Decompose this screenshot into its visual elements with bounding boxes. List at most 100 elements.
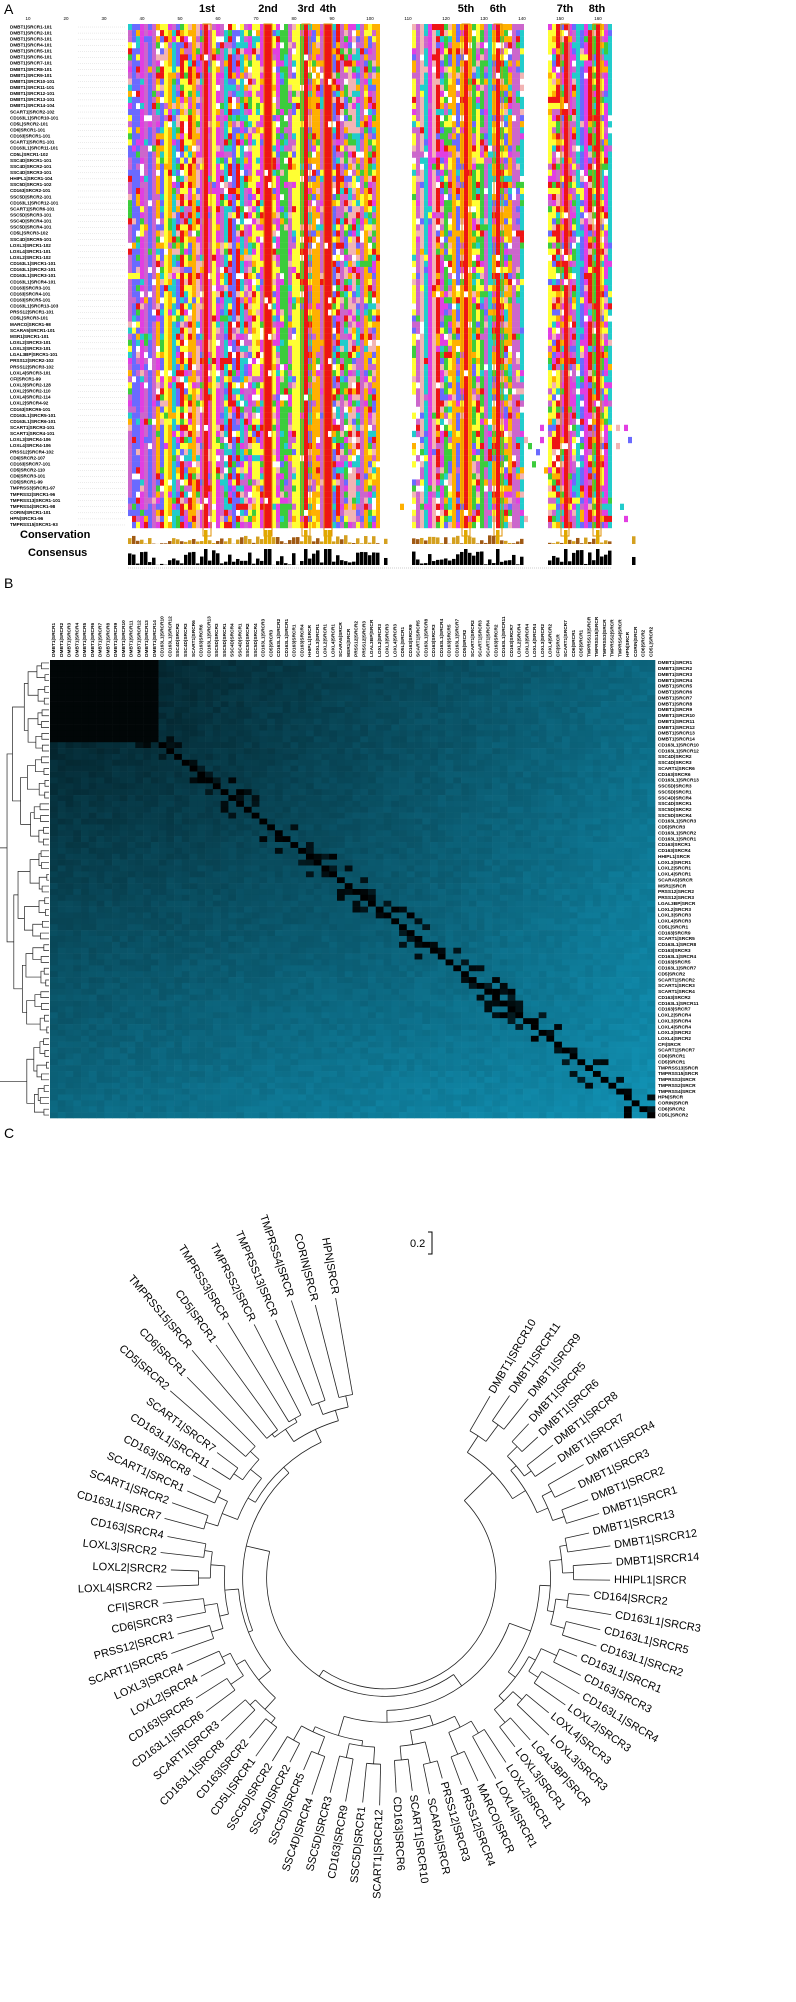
residue [580, 212, 584, 219]
residue [412, 163, 416, 170]
residue [476, 72, 480, 79]
residue [344, 60, 348, 67]
residue [144, 24, 148, 31]
residue [260, 157, 264, 164]
residue [376, 133, 380, 140]
residue [564, 115, 568, 122]
residue [324, 303, 328, 310]
residue [412, 187, 416, 195]
residue [348, 248, 352, 255]
residue [416, 60, 420, 67]
residue [440, 266, 444, 274]
residue [568, 181, 572, 189]
residue [476, 121, 480, 128]
residue [276, 115, 280, 122]
residue [204, 279, 208, 286]
residue [208, 145, 212, 152]
residue [220, 145, 224, 152]
sequence-name: SSC5D|SRCR1-102 [10, 182, 52, 187]
residue [604, 254, 608, 262]
residue [424, 54, 428, 61]
residue [484, 181, 488, 189]
residue [604, 194, 608, 201]
residue [360, 115, 364, 122]
residue [376, 66, 380, 73]
residue [168, 291, 172, 298]
residue [472, 139, 476, 146]
residue [144, 127, 148, 134]
residue [204, 266, 208, 274]
residue [572, 266, 576, 274]
residue [140, 279, 144, 286]
residue [176, 72, 180, 79]
residue [144, 187, 148, 195]
residue [232, 194, 236, 201]
residue [584, 102, 588, 110]
residue [428, 139, 432, 146]
residue [424, 72, 428, 79]
residue [244, 260, 248, 268]
residue [180, 212, 184, 219]
residue [368, 187, 372, 195]
residue [520, 187, 524, 195]
residue [348, 194, 352, 201]
residue [316, 127, 320, 134]
residue [464, 230, 468, 237]
residue [564, 291, 568, 298]
residue [208, 127, 212, 134]
residue [436, 127, 440, 134]
residue [376, 127, 380, 134]
residue [564, 72, 568, 79]
residue [140, 24, 144, 31]
residue [180, 254, 184, 262]
residue [188, 24, 192, 31]
residue [196, 285, 200, 292]
residue [420, 248, 424, 255]
residue [260, 151, 264, 158]
residue [248, 230, 252, 237]
residue [368, 157, 372, 164]
residue [276, 36, 280, 43]
residue [160, 303, 164, 310]
residue [204, 291, 208, 298]
residue [248, 151, 252, 158]
residue [260, 169, 264, 177]
residue [332, 42, 336, 49]
residue [556, 30, 560, 37]
residue [452, 48, 456, 55]
residue [168, 242, 172, 249]
residue [552, 291, 556, 298]
residue [172, 266, 176, 274]
residue [508, 272, 512, 280]
residue [472, 48, 476, 55]
residue [600, 84, 604, 91]
residue [564, 242, 568, 249]
residue [584, 54, 588, 61]
residue [440, 48, 444, 55]
residue [496, 303, 500, 310]
residue [156, 303, 160, 310]
residue [132, 212, 136, 219]
residue [192, 248, 196, 255]
residue [564, 24, 568, 31]
residue [244, 127, 248, 134]
residue [588, 163, 592, 170]
residue [232, 36, 236, 43]
residue [516, 42, 520, 49]
residue [596, 24, 600, 31]
residue [324, 272, 328, 280]
residue [456, 133, 460, 140]
residue [480, 242, 484, 249]
residue [224, 285, 228, 292]
residue [320, 254, 324, 262]
residue [600, 194, 604, 201]
residue [148, 54, 152, 61]
residue [568, 224, 572, 231]
residue [516, 54, 520, 61]
residue [276, 285, 280, 292]
residue [464, 127, 468, 134]
residue [336, 236, 340, 243]
residue [312, 212, 316, 219]
residue [132, 169, 136, 177]
residue [184, 230, 188, 237]
